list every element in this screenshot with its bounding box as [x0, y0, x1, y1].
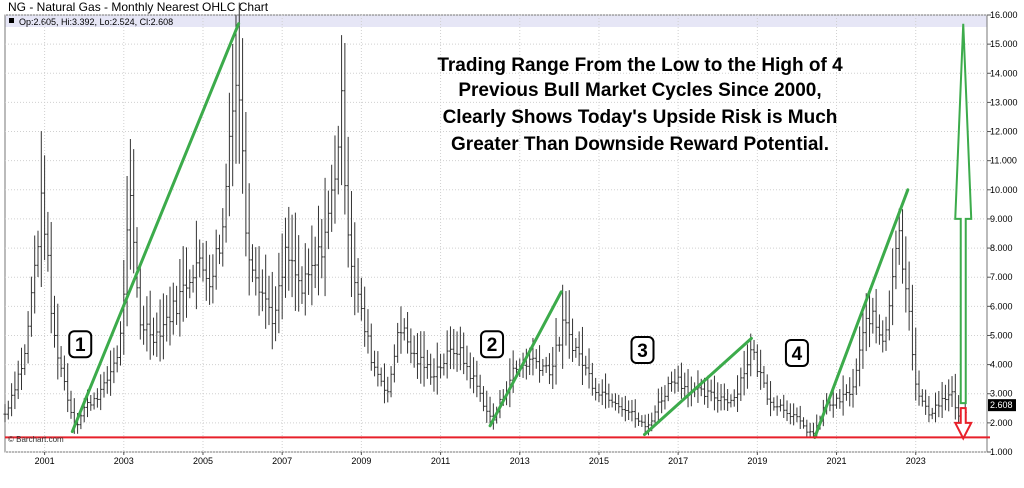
x-tick-label: 2005 [193, 456, 213, 466]
x-tick-label: 2023 [906, 456, 926, 466]
cycle-badge-2 [480, 330, 505, 359]
series-marker-icon [9, 18, 14, 23]
trend-lines [70, 22, 910, 439]
projection-arrows [953, 23, 973, 441]
trend-line-2 [488, 290, 563, 428]
y-axis: 16.000 15.000 14.000 13.000 12.000 11.000 10.0… [987, 10, 1018, 457]
x-tick-label: 2007 [272, 456, 292, 466]
x-axis: 2001 2003 2005 2007 2009 2011 2013 2015 2017 2019… [35, 452, 926, 466]
y-tick-label: 8.000 [990, 243, 1013, 253]
watermark: © Barchart.com [8, 435, 64, 444]
ohlc-bars [3, 2, 967, 438]
y-tick-label: 7.000 [990, 272, 1013, 282]
cycle-badge-label: 3 [637, 341, 648, 362]
x-tick-label: 2011 [431, 456, 450, 466]
annotation-line-1: Trading Range From the Low to the High o… [437, 55, 843, 76]
up-arrow-icon [954, 23, 973, 405]
cycle-badge-4 [784, 338, 809, 367]
annotation-line-3: Clearly Shows Today's Upside Risk is Muc… [443, 107, 838, 128]
trend-line-1 [70, 22, 241, 434]
x-tick-label: 2015 [589, 456, 609, 466]
last-price-box [988, 399, 1016, 412]
y-tick-label: 11.000 [990, 156, 1017, 166]
ohlc-info: Op:2.605, Hi:3.392, Lo:2.524, Cl:2.608 [19, 17, 173, 27]
y-tick-label: 14.000 [990, 68, 1018, 78]
y-tick-label: 9.000 [990, 214, 1013, 224]
x-tick-label: 2017 [668, 456, 688, 466]
y-tick-label: 4.000 [990, 360, 1013, 370]
down-arrow-icon [953, 407, 973, 441]
annotation-line-4: Greater Than Downside Reward Potential. [451, 134, 829, 155]
trend-line-4 [813, 188, 910, 439]
plot-frame [4, 14, 988, 453]
last-price-value: 2.608 [990, 400, 1013, 410]
y-tick-label: 16.000 [990, 10, 1018, 20]
y-tick-label: 5.000 [990, 330, 1013, 340]
y-tick-label: 3.000 [990, 389, 1013, 399]
y-tick-label: 13.000 [990, 97, 1018, 107]
y-tick-label: 6.000 [990, 301, 1013, 311]
y-tick-label: 15.000 [990, 39, 1018, 49]
x-tick-label: 2019 [747, 456, 767, 466]
last-price-label: 2.608 [988, 399, 1016, 412]
x-tick-label: 2003 [114, 456, 134, 466]
x-tick-label: 2009 [351, 456, 371, 466]
cycle-badge-3 [630, 336, 655, 365]
cycle-badge-1 [68, 330, 93, 359]
y-tick-label: 12.000 [990, 127, 1018, 137]
cycle-badge-label: 2 [487, 335, 498, 356]
x-tick-label: 2013 [510, 456, 530, 466]
y-tick-label: 1.000 [990, 447, 1013, 457]
x-tick-label: 2001 [35, 456, 55, 466]
cycle-badge-label: 4 [792, 344, 803, 365]
grid [5, 14, 987, 453]
trend-line-3 [642, 336, 753, 437]
cycle-badges: 1 2 3 4 [68, 330, 809, 367]
info-band [5, 15, 987, 27]
annotation-text: Trading Range From the Low to the High o… [437, 55, 843, 155]
y-tick-label: 10.000 [990, 185, 1018, 195]
x-tick-label: 2021 [827, 456, 847, 466]
cycle-badge-label: 1 [75, 335, 86, 356]
chart-title: NG - Natural Gas - Monthly Nearest OHLC … [8, 0, 269, 14]
annotation-line-2: Previous Bull Market Cycles Since 2000, [458, 80, 821, 101]
y-tick-label: 2.000 [990, 418, 1013, 428]
